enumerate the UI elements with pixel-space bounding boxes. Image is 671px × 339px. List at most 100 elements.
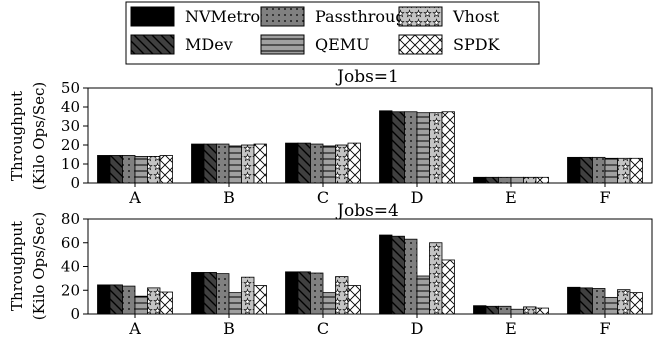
bar-vhost-b bbox=[241, 144, 255, 184]
x-tick-label-d: D bbox=[411, 319, 424, 338]
bar-mdev-a bbox=[109, 155, 123, 184]
bar-nvmetro-b bbox=[191, 143, 205, 184]
bar-qemu-c bbox=[322, 292, 336, 315]
bar-mdev-e bbox=[485, 176, 499, 184]
bar-vhost-e bbox=[523, 176, 537, 184]
bar-mdev-e bbox=[485, 305, 499, 315]
bar-qemu-b bbox=[228, 145, 242, 184]
bar-nvmetro-c bbox=[285, 142, 299, 184]
bar-passthrough-e bbox=[498, 176, 512, 184]
y-tick-label: 40 bbox=[61, 258, 80, 276]
bar-mdev-b bbox=[203, 143, 217, 184]
y-tick-label: 20 bbox=[61, 136, 80, 154]
bar-spdk-e bbox=[535, 307, 549, 315]
bar-vhost-a bbox=[147, 287, 161, 315]
bar-nvmetro-e bbox=[473, 176, 487, 184]
bar-passthrough-c bbox=[310, 272, 324, 315]
legend-label-spdk: SPDK bbox=[453, 35, 501, 54]
bar-spdk-b bbox=[253, 143, 267, 184]
bar-spdk-c bbox=[347, 142, 361, 184]
x-tick-label-b: B bbox=[223, 319, 235, 338]
x-tick-label-c: C bbox=[317, 319, 329, 338]
bar-mdev-d bbox=[391, 235, 405, 315]
x-tick-label-e: E bbox=[505, 188, 517, 207]
bar-spdk-b bbox=[253, 285, 267, 315]
legend-frame bbox=[125, 1, 540, 65]
bar-qemu-e bbox=[510, 176, 524, 184]
bar-vhost-b bbox=[241, 276, 255, 315]
bar-vhost-d bbox=[429, 112, 443, 184]
y-tick-label: 30 bbox=[61, 117, 80, 135]
legend-swatch-passthrough bbox=[260, 6, 305, 27]
legend-swatch-mdev bbox=[130, 34, 175, 55]
bar-mdev-a bbox=[109, 284, 123, 315]
bar-qemu-b bbox=[228, 292, 242, 315]
x-tick-label-f: F bbox=[599, 319, 610, 338]
bar-qemu-d bbox=[416, 112, 430, 184]
bar-nvmetro-d bbox=[379, 234, 393, 315]
bar-spdk-a bbox=[159, 291, 173, 315]
y-tick-label: 20 bbox=[61, 281, 80, 299]
x-tick-label-d: D bbox=[411, 188, 424, 207]
bar-vhost-f bbox=[617, 157, 631, 184]
legend-label-mdev: MDev bbox=[185, 35, 233, 54]
bar-mdev-f bbox=[579, 287, 593, 315]
bar-passthrough-b bbox=[216, 143, 230, 184]
panel-jobs-4: Throughput (Kilo Ops/Sec) 0 20 40 60 80 A B C D E… bbox=[8, 201, 653, 338]
x-tick-label-a: A bbox=[128, 319, 141, 338]
bar-vhost-e bbox=[523, 306, 537, 315]
bar-passthrough-e bbox=[498, 305, 512, 315]
bar-qemu-a bbox=[134, 295, 148, 315]
x-tick-label-f: F bbox=[599, 188, 610, 207]
legend-swatch-vhost bbox=[398, 6, 443, 27]
bar-passthrough-f bbox=[592, 288, 606, 315]
bar-qemu-f bbox=[604, 157, 618, 184]
bar-mdev-c bbox=[297, 142, 311, 184]
bar-passthrough-a bbox=[122, 155, 136, 184]
bar-vhost-c bbox=[335, 144, 349, 184]
x-tick-label-e: E bbox=[505, 319, 517, 338]
bar-spdk-f bbox=[629, 157, 643, 184]
bar-passthrough-d bbox=[404, 238, 418, 315]
bar-passthrough-a bbox=[122, 285, 136, 315]
legend-label-passthrough: Passthrough bbox=[315, 7, 416, 26]
bar-nvmetro-f bbox=[567, 156, 581, 184]
bar-vhost-a bbox=[147, 155, 161, 184]
panel-title-jobs-1: Jobs=1 bbox=[335, 67, 399, 87]
x-tick-label-a: A bbox=[128, 188, 141, 207]
bar-qemu-d bbox=[416, 275, 430, 315]
bar-qemu-f bbox=[604, 296, 618, 315]
legend-swatch-spdk bbox=[398, 34, 443, 55]
bar-spdk-a bbox=[159, 155, 173, 184]
y-tick-label: 60 bbox=[61, 234, 80, 252]
legend-swatch-nvmetro bbox=[130, 6, 175, 27]
y-axis-label-top-line2: (Kilo Ops/Sec) bbox=[30, 82, 48, 191]
legend-label-nvmetro: NVMetro bbox=[185, 7, 260, 26]
bar-mdev-d bbox=[391, 111, 405, 184]
bar-spdk-c bbox=[347, 285, 361, 315]
y-axis-label-bottom-line2: (Kilo Ops/Sec) bbox=[30, 212, 48, 321]
legend-label-qemu: QEMU bbox=[315, 35, 370, 54]
y-tick-label: 0 bbox=[70, 174, 80, 192]
y-tick-label: 0 bbox=[70, 305, 80, 323]
legend: NVMetro MDev Passthrough QEMU Vhost SPDK bbox=[125, 1, 540, 65]
legend-label-vhost: Vhost bbox=[452, 7, 500, 26]
bar-qemu-a bbox=[134, 155, 148, 184]
bar-nvmetro-e bbox=[473, 305, 487, 315]
bar-spdk-f bbox=[629, 292, 643, 315]
bar-nvmetro-a bbox=[97, 284, 111, 315]
bar-nvmetro-c bbox=[285, 271, 299, 315]
bar-passthrough-f bbox=[592, 156, 606, 184]
bar-mdev-f bbox=[579, 156, 593, 184]
y-tick-label: 80 bbox=[61, 210, 80, 228]
bar-qemu-e bbox=[510, 308, 524, 315]
bar-passthrough-b bbox=[216, 273, 230, 315]
bar-mdev-b bbox=[203, 272, 217, 315]
bar-spdk-d bbox=[441, 259, 455, 315]
bar-nvmetro-f bbox=[567, 286, 581, 315]
plot-frame bbox=[87, 87, 653, 184]
legend-swatch-qemu bbox=[260, 34, 305, 55]
x-tick-label-b: B bbox=[223, 188, 235, 207]
